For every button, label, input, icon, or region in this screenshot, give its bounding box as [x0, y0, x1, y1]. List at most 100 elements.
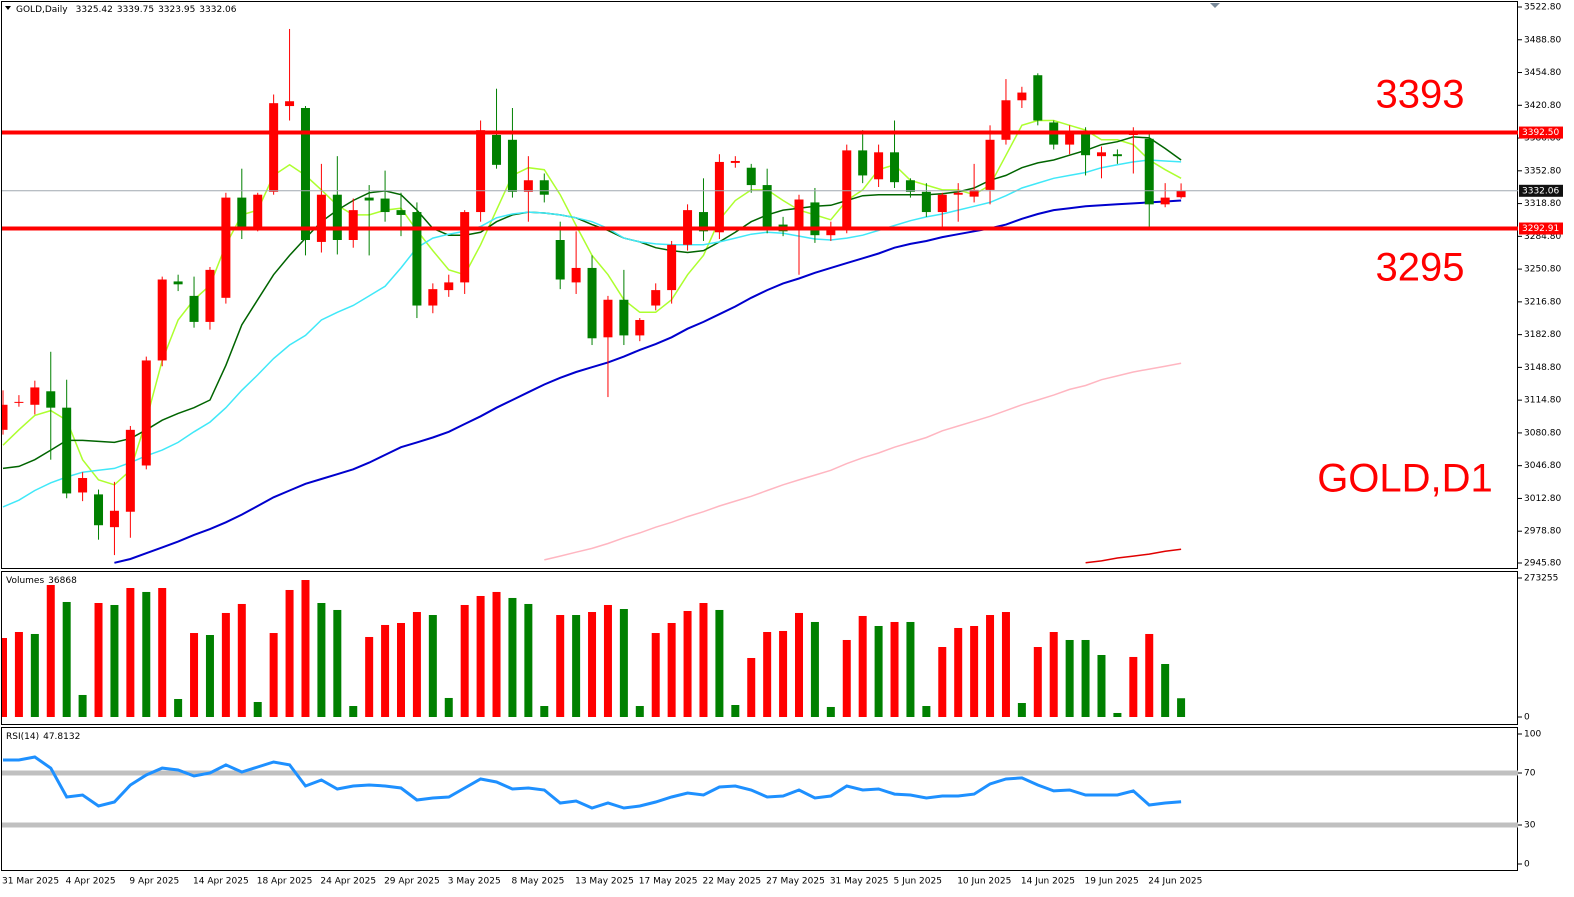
volume-bar: [842, 639, 851, 717]
volume-bar: [381, 624, 390, 717]
volume-bar: [221, 612, 230, 717]
high-value: 3339.75: [117, 5, 154, 15]
y-tick-label: 3114.80: [1524, 396, 1561, 406]
volume-bar: [174, 698, 183, 717]
candle-body: [428, 289, 438, 306]
candle-body: [1065, 132, 1075, 145]
volume-bar: [349, 706, 358, 717]
candle-body: [730, 160, 740, 163]
volume-bar: [110, 604, 119, 717]
candle-body: [221, 197, 231, 298]
volume-bar: [954, 627, 963, 717]
candle-body: [157, 279, 167, 361]
candle-body: [667, 244, 677, 291]
x-tick-label: 10 Jun 2025: [957, 877, 1011, 887]
level-box: [1519, 222, 1563, 235]
moving-average: [2, 136, 1182, 470]
volume-bar: [651, 633, 660, 717]
price-label: 3332.06: [1522, 186, 1559, 196]
candle-body: [300, 107, 310, 240]
candle-body: [125, 429, 135, 512]
volume-bar: [922, 706, 931, 717]
volume-bar: [890, 621, 899, 717]
y-tick-label: 3284.80: [1524, 232, 1561, 242]
volume-bar: [524, 603, 533, 717]
x-tick-label: 14 Apr 2025: [193, 877, 249, 887]
candle-body: [205, 269, 215, 322]
volume-bar: [476, 595, 485, 717]
candle-body: [523, 180, 533, 192]
volume-bar: [858, 615, 867, 717]
x-tick-label: 31 Mar 2025: [2, 877, 59, 887]
y-tick-label: 0: [1524, 713, 1530, 723]
y-tick-label: 3250.80: [1524, 265, 1561, 275]
candle-body: [1144, 138, 1154, 205]
x-tick-label: 14 Jun 2025: [1021, 877, 1075, 887]
moving-average: [2, 119, 1182, 486]
volume-bar: [667, 622, 676, 717]
x-tick-label: 3 May 2025: [448, 877, 501, 887]
x-tick-label: 31 May 2025: [830, 877, 889, 887]
volume-bar: [715, 609, 724, 717]
x-tick-label: 24 Apr 2025: [320, 877, 376, 887]
symbol: GOLD,Daily: [16, 5, 68, 15]
rsi-pane: [1, 727, 1518, 871]
rsi-line: [3, 755, 1182, 810]
volume-pane: [1, 571, 1518, 725]
volume-bar: [14, 631, 23, 717]
y-tick-label: 3454.80: [1524, 68, 1561, 78]
candle-body: [109, 510, 119, 528]
volume-header: Volumes 36868: [6, 576, 77, 586]
close-value: 3332.06: [199, 5, 236, 15]
candle-body: [794, 199, 804, 231]
candle-body: [62, 407, 72, 494]
volume-bar: [588, 612, 597, 717]
candle-body: [571, 267, 581, 283]
candle-body: [826, 228, 836, 236]
volume-bar: [428, 615, 437, 717]
price-box: [1519, 184, 1563, 197]
x-tick-label: 27 May 2025: [766, 877, 825, 887]
candle-body: [94, 494, 104, 526]
volume-bar: [205, 635, 214, 717]
candle-body: [141, 360, 151, 466]
volume-bar: [1049, 631, 1058, 717]
y-tick-label: 3080.80: [1524, 428, 1561, 438]
volume-bar: [190, 633, 199, 717]
rsi-header: RSI(14) 47.8132: [6, 732, 80, 742]
x-tick-label: 18 Apr 2025: [257, 877, 313, 887]
volume-bar: [874, 625, 883, 717]
candle-body: [253, 194, 263, 229]
y-tick-label: 3522.80: [1524, 3, 1561, 13]
candle-body: [1033, 75, 1043, 121]
annotation: 3393: [1376, 73, 1465, 117]
candle-body: [858, 150, 868, 176]
level-label: 3292.91: [1522, 224, 1559, 234]
volume-bar: [317, 603, 326, 717]
volume-title: Volumes: [6, 576, 44, 586]
x-tick-label: 24 Jun 2025: [1148, 877, 1202, 887]
rsi-last: 47.8132: [43, 732, 80, 742]
volume-bar: [285, 589, 294, 717]
volume-bar: [253, 701, 262, 717]
volume-bar: [158, 587, 167, 717]
volume-bar: [397, 622, 405, 717]
y-tick-label: 3420.80: [1524, 101, 1561, 111]
candle-body: [539, 180, 549, 195]
candle-body: [1081, 132, 1091, 156]
volume-bar: [556, 615, 565, 717]
volume-bar: [906, 621, 915, 717]
volume-bar: [333, 609, 342, 717]
volume-bar: [938, 647, 947, 717]
volume-bar: [779, 630, 788, 717]
candle-body: [316, 194, 326, 242]
volume-bar: [444, 697, 453, 717]
volume-bar: [269, 633, 278, 717]
y-tick-label: 3488.80: [1524, 35, 1561, 45]
moving-average: [2, 159, 1182, 508]
candle-body: [635, 319, 645, 336]
candle-body: [460, 212, 470, 283]
volume-bar: [1081, 639, 1090, 717]
volume-bar: [731, 704, 740, 717]
